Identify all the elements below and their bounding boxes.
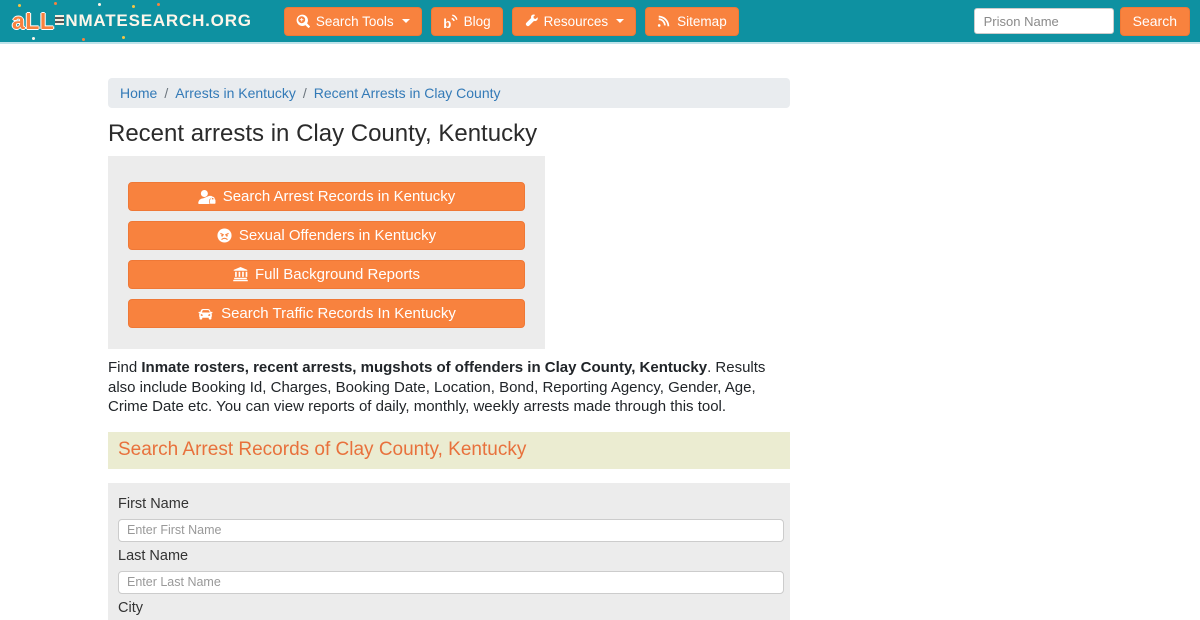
last-name-input[interactable] bbox=[118, 570, 784, 594]
action-button-label: Full Background Reports bbox=[254, 266, 421, 283]
first-name-label: First Name bbox=[118, 495, 189, 512]
nav-blog-button[interactable]: b Blog bbox=[430, 6, 503, 36]
search-section-heading: Search Arrest Records of Clay County, Ke… bbox=[118, 439, 527, 460]
confetti-dot bbox=[98, 2, 101, 6]
magnifier-icon bbox=[296, 14, 310, 28]
confetti-dot bbox=[54, 1, 57, 5]
wrench-icon bbox=[524, 14, 538, 28]
svg-text:b: b bbox=[443, 15, 451, 28]
logo-text-inmatesearch: NMATESEARCH.ORG bbox=[65, 11, 252, 30]
prisoner-icon bbox=[55, 14, 65, 31]
breadcrumb-arrests-kentucky-link[interactable]: Arrests in Kentucky bbox=[175, 85, 296, 101]
nav-menu: Search Tools b Blog Resources Sitemap bbox=[283, 6, 739, 36]
top-navbar: aLL NMATESEARCH.ORG Search Tools b Blog R… bbox=[0, 0, 1200, 44]
nav-search-tools-button[interactable]: Search Tools bbox=[283, 6, 422, 36]
quick-links-panel: Search Arrest Records in Kentucky Sexual… bbox=[108, 156, 545, 349]
search-traffic-records-button[interactable]: Search Traffic Records In Kentucky bbox=[128, 299, 525, 328]
nav-item-label: Resources bbox=[543, 13, 609, 29]
breadcrumb-separator: / bbox=[302, 85, 307, 101]
intro-prefix: Find bbox=[108, 359, 142, 376]
action-button-label: Sexual Offenders in Kentucky bbox=[238, 227, 437, 244]
sexual-offenders-button[interactable]: Sexual Offenders in Kentucky bbox=[128, 221, 525, 250]
user-lock-icon bbox=[197, 189, 216, 204]
angry-face-icon bbox=[217, 228, 232, 243]
search-arrest-records-button[interactable]: Search Arrest Records in Kentucky bbox=[128, 182, 525, 211]
navbar-search-button[interactable]: Search bbox=[1119, 6, 1190, 36]
last-name-label: Last Name bbox=[118, 547, 189, 564]
full-background-reports-button[interactable]: Full Background Reports bbox=[128, 260, 525, 289]
breadcrumb-home-link[interactable]: Home bbox=[120, 85, 158, 101]
confetti-dot bbox=[157, 2, 160, 6]
confetti-dot bbox=[132, 4, 135, 8]
nav-sitemap-button[interactable]: Sitemap bbox=[645, 6, 739, 36]
site-logo[interactable]: aLL NMATESEARCH.ORG bbox=[12, 1, 266, 41]
caret-down-icon bbox=[401, 19, 410, 23]
caret-down-icon bbox=[616, 19, 625, 23]
main-content: Home / Arrests in Kentucky / Recent Arre… bbox=[108, 78, 790, 620]
nav-item-label: Sitemap bbox=[677, 13, 727, 29]
confetti-dot bbox=[82, 37, 85, 41]
landmark-icon bbox=[233, 267, 248, 282]
action-button-label: Search Traffic Records In Kentucky bbox=[221, 305, 456, 322]
action-button-label: Search Arrest Records in Kentucky bbox=[222, 188, 456, 205]
breadcrumb-separator: / bbox=[164, 85, 169, 101]
car-icon bbox=[197, 307, 214, 321]
city-label: City bbox=[118, 599, 143, 616]
nav-resources-button[interactable]: Resources bbox=[511, 6, 637, 36]
confetti-dot bbox=[18, 3, 21, 7]
blog-icon: b bbox=[443, 13, 458, 29]
logo-text-all: aLL bbox=[12, 7, 55, 34]
prison-name-input[interactable] bbox=[973, 8, 1114, 34]
confetti-dot bbox=[122, 35, 125, 39]
first-name-input[interactable] bbox=[118, 518, 784, 542]
confetti-dot bbox=[32, 36, 35, 40]
search-section-header: Search Arrest Records of Clay County, Ke… bbox=[108, 431, 790, 469]
breadcrumb-clay-county-link[interactable]: Recent Arrests in Clay County bbox=[313, 85, 501, 101]
nav-item-label: Search Tools bbox=[315, 13, 394, 29]
breadcrumb: Home / Arrests in Kentucky / Recent Arre… bbox=[108, 78, 790, 108]
intro-paragraph: Find Inmate rosters, recent arrests, mug… bbox=[108, 358, 790, 417]
navbar-search-area: Search bbox=[973, 6, 1190, 36]
arrest-search-form: First Name Last Name City bbox=[108, 482, 790, 620]
nav-item-label: Blog bbox=[463, 13, 491, 29]
sitemap-icon bbox=[657, 14, 671, 28]
intro-rest: . Results also include Booking Id, Charg… bbox=[108, 359, 766, 415]
page-title: Recent arrests in Clay County, Kentucky bbox=[108, 120, 538, 147]
intro-bold-text: Inmate rosters, recent arrests, mugshots… bbox=[141, 359, 708, 376]
